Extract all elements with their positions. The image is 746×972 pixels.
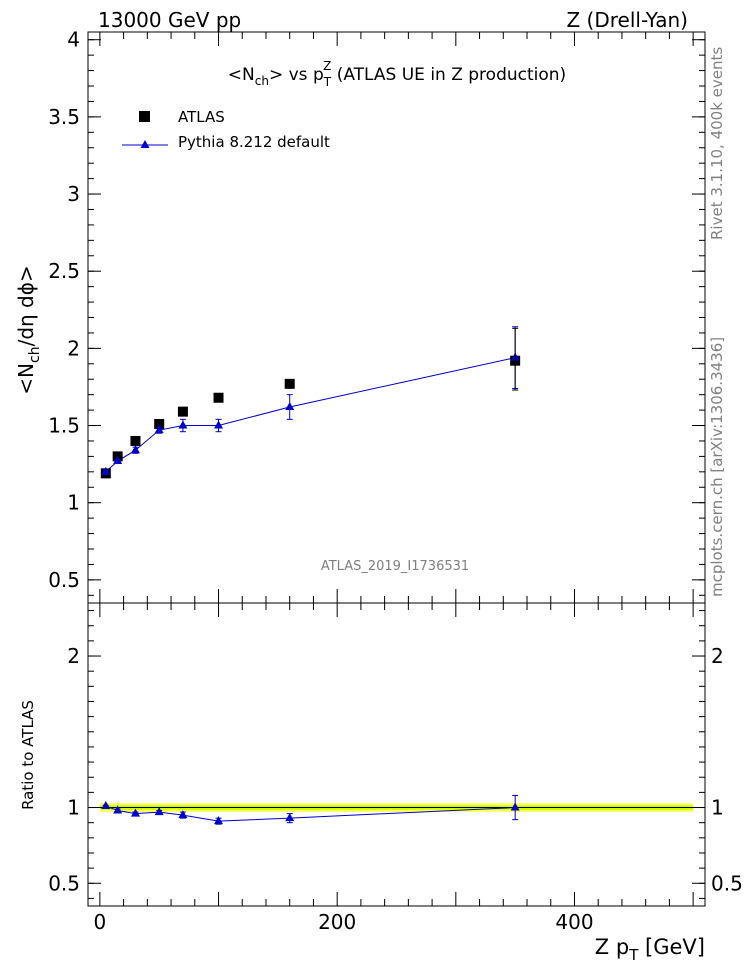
pythia-line xyxy=(105,357,516,473)
atlas-point xyxy=(130,435,141,446)
x-axis: 0 200 400 xyxy=(93,603,694,934)
ratio-plot-frame xyxy=(87,602,706,907)
pythia-point xyxy=(178,420,188,429)
y-tick-label-right: 2 xyxy=(711,644,724,668)
ratio-y-axis-label: Ratio to ATLAS xyxy=(19,700,37,810)
y-tick-label: 1 xyxy=(67,796,80,820)
y-tick-label: 4 xyxy=(67,28,80,52)
main-x-tick-marks xyxy=(99,32,694,603)
header-right-label: Z (Drell-Yan) xyxy=(566,8,688,32)
y-tick-label-right: 1 xyxy=(711,796,724,820)
y-tick-label: 1.5 xyxy=(48,414,80,438)
ratio-uncertainty-band xyxy=(99,802,694,813)
ratio-point xyxy=(285,813,295,822)
ratio-plot-panel: 0.5 0.5 1 1 2 2 0 200 400 Ratio to ATLAS Z pT [… xyxy=(19,602,743,964)
ratio-point xyxy=(101,801,111,810)
ratio-plot-series xyxy=(101,794,520,825)
main-plot-series xyxy=(100,326,521,479)
main-plot-panel: 0.5 1 1.5 2 2.5 3 3.5 4 <Nch> vs pTZ (ATLAS UE … xyxy=(14,28,706,604)
pythia-point xyxy=(113,456,123,465)
ratio-point xyxy=(113,805,123,814)
legend-pythia-label: Pythia 8.212 default xyxy=(178,133,330,151)
y-tick-label: 0.5 xyxy=(48,568,80,592)
main-y-axis: 0.5 1 1.5 2 2.5 3 3.5 4 xyxy=(48,28,705,596)
y-tick-label: 0.5 xyxy=(48,871,80,895)
ratio-point xyxy=(154,807,164,816)
plot-title: <Nch> vs pTZ (ATLAS UE in Z production) xyxy=(228,59,566,89)
mcplots-note: mcplots.cern.ch [arXiv:1306.3436] xyxy=(708,337,726,597)
ratio-y-axis: 0.5 0.5 1 1 2 2 xyxy=(48,610,743,899)
y-tick-label: 2 xyxy=(67,336,80,360)
pythia-point xyxy=(214,420,224,429)
ratio-point xyxy=(510,802,520,811)
pythia-point xyxy=(154,425,164,434)
legend: ATLAS Pythia 8.212 default xyxy=(122,108,330,151)
atlas-point xyxy=(177,406,188,417)
y-tick-label: 1 xyxy=(67,491,80,515)
legend-pythia-marker xyxy=(140,140,150,148)
legend-atlas-label: ATLAS xyxy=(178,108,225,126)
y-tick-label: 2 xyxy=(67,644,80,668)
x-tick-label: 0 xyxy=(93,910,106,934)
y-tick-label-right: 0.5 xyxy=(711,871,743,895)
main-y-axis-label: <Nch/dη dϕ> xyxy=(14,265,43,394)
atlas-point xyxy=(284,378,295,389)
atlas-point xyxy=(154,418,165,429)
x-tick-label: 400 xyxy=(555,910,593,934)
x-axis-label: Z pT [GeV] xyxy=(595,935,705,964)
pythia-point xyxy=(130,445,140,454)
ratio-point xyxy=(178,810,188,819)
header-left-label: 13000 GeV pp xyxy=(98,8,241,32)
pythia-point xyxy=(101,466,111,475)
y-tick-label: 3 xyxy=(67,182,80,206)
analysis-label: ATLAS_2019_I1736531 xyxy=(321,559,469,574)
pythia-point xyxy=(285,402,295,411)
rivet-note: Rivet 3.1.10, 400k events xyxy=(708,47,726,240)
ratio-point xyxy=(130,808,140,817)
legend-atlas-marker xyxy=(139,111,150,122)
ratio-point xyxy=(214,816,224,825)
atlas-point xyxy=(213,392,224,403)
y-tick-label: 3.5 xyxy=(48,105,80,129)
y-tick-label: 2.5 xyxy=(48,259,80,283)
x-tick-label: 200 xyxy=(318,910,356,934)
